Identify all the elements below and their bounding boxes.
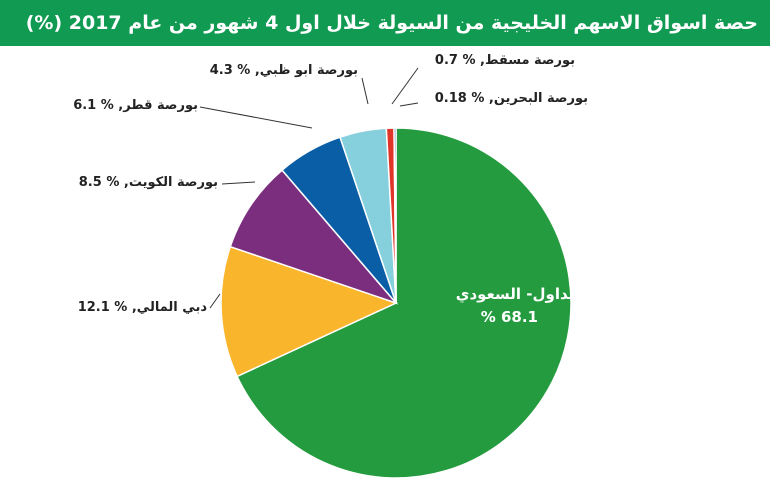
slice-label: بورصة مسقط, % 0.7 <box>435 53 575 68</box>
slice-label: بورصة ابو ظبي, % 4.3 <box>210 63 358 78</box>
pie-slice <box>229 169 399 305</box>
slice-label-name: تداول- السعودي, <box>456 285 580 304</box>
pie-chart: تداول- السعودي, % 68.1 دبي المالي, % 12.1 ب… <box>73 53 588 479</box>
slice-label: بورصة الكويت, % 8.5 <box>79 175 218 190</box>
slice-label: دبي المالي, % 12.1 <box>78 300 208 315</box>
leader-line <box>399 102 419 107</box>
leader-line <box>199 106 313 129</box>
pie-slice <box>220 245 399 378</box>
leader-line <box>391 67 419 105</box>
slice-label-value: % 68.1 <box>481 308 538 326</box>
leader-line <box>221 181 256 185</box>
pie-slice <box>393 127 397 304</box>
leader-line <box>209 293 221 309</box>
slice-label: بورصة قطر, % 6.1 <box>73 98 198 113</box>
pie-slice <box>236 127 572 479</box>
chart-title: حصة اسواق الاسهم الخليجية من السيولة خلا… <box>25 12 758 34</box>
leader-line <box>361 77 369 105</box>
title-bar: حصة اسواق الاسهم الخليجية من السيولة خلا… <box>0 0 770 46</box>
slice-label: بورصة البحرين, % 0.18 <box>435 91 588 106</box>
